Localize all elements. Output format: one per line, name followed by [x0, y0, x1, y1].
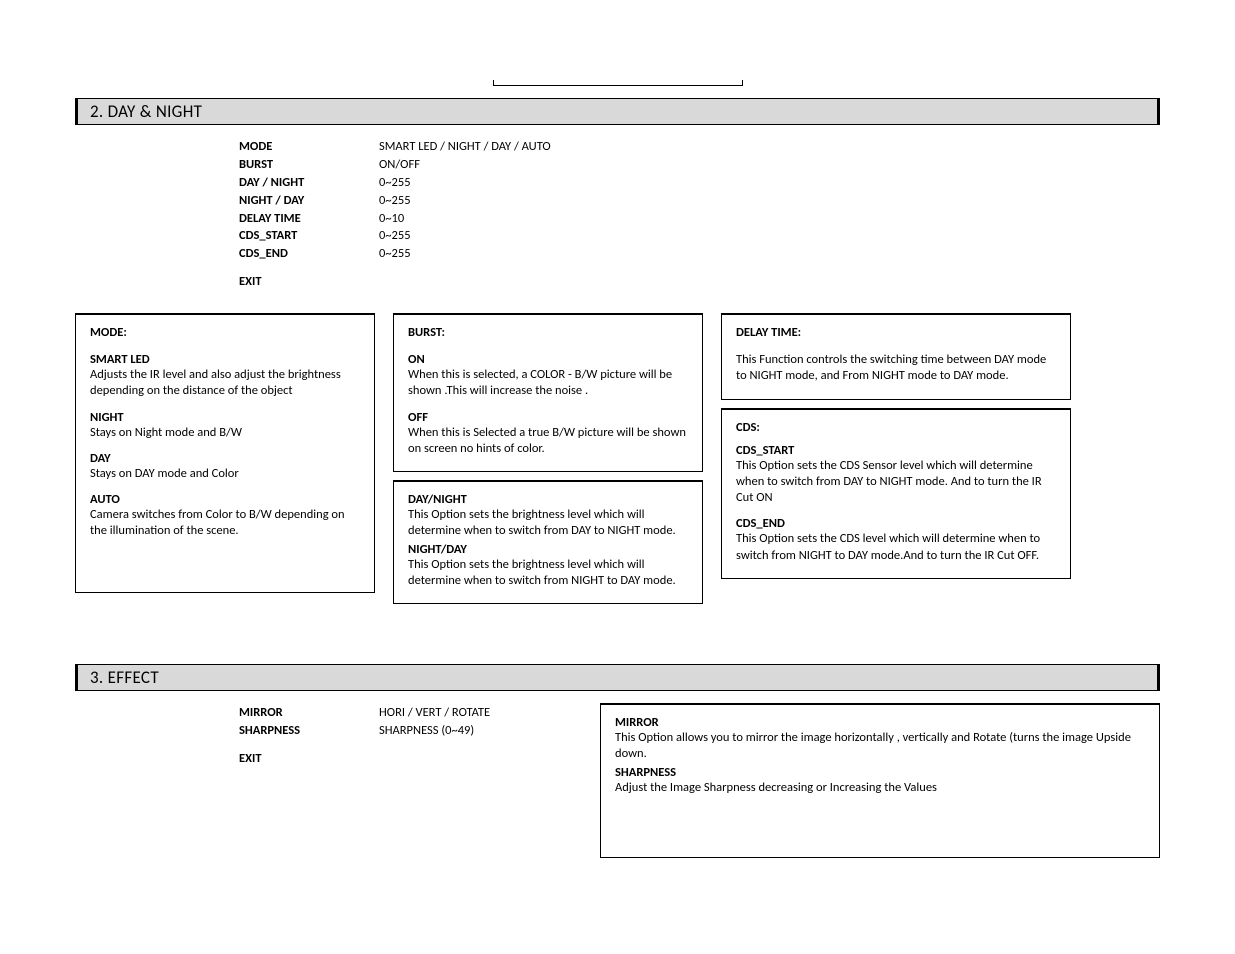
exit-label: EXIT: [239, 274, 379, 291]
delay-time-box: DELAY TIME: This Function controls the s…: [721, 313, 1071, 400]
sub-desc: This Option sets the brightness level wh…: [408, 557, 688, 590]
param-label: CDS_END: [239, 246, 379, 263]
burst-box: BURST: ON When this is selected, a COLOR…: [393, 313, 703, 472]
param-value: 0~255: [379, 246, 551, 263]
sub-desc: Camera switches from Color to B/W depend…: [90, 507, 360, 540]
box-title: DELAY TIME:: [736, 325, 1056, 340]
param-label: MIRROR: [239, 705, 379, 722]
box-title: CDS:: [736, 420, 1056, 435]
sub-heading: CDS_START: [736, 443, 1056, 458]
day-night-params: MODE BURST DAY / NIGHT NIGHT / DAY DELAY…: [239, 139, 1160, 291]
param-value: 0~255: [379, 228, 551, 245]
box-title: BURST:: [408, 325, 688, 340]
box-title: MODE:: [90, 325, 360, 340]
param-label: NIGHT / DAY: [239, 193, 379, 210]
sub-desc: This Option sets the CDS level which wil…: [736, 531, 1056, 564]
sub-desc: When this is Selected a true B/W picture…: [408, 425, 688, 458]
sub-heading: SMART LED: [90, 352, 360, 367]
sub-heading: DAY: [90, 451, 360, 466]
sub-desc: Stays on Night mode and B/W: [90, 425, 360, 441]
param-label: DAY / NIGHT: [239, 175, 379, 192]
sub-desc: When this is selected, a COLOR - B/W pic…: [408, 367, 688, 400]
exit-label: EXIT: [239, 751, 379, 768]
effect-desc-box: MIRROR This Option allows you to mirror …: [600, 703, 1160, 858]
cds-box: CDS: CDS_START This Option sets the CDS …: [721, 408, 1071, 579]
section-heading-day-night: 2. DAY & NIGHT: [75, 98, 1160, 125]
param-label: CDS_START: [239, 228, 379, 245]
param-value: 0~255: [379, 175, 551, 192]
sub-heading: NIGHT/DAY: [408, 542, 688, 557]
sub-heading: MIRROR: [615, 715, 1145, 730]
sub-desc: This Option allows you to mirror the ima…: [615, 730, 1145, 763]
sub-heading: AUTO: [90, 492, 360, 507]
mode-box: MODE: SMART LED Adjusts the IR level and…: [75, 313, 375, 593]
sub-desc: Adjust the Image Sharpness decreasing or…: [615, 780, 1145, 796]
param-label: SHARPNESS: [239, 723, 379, 740]
sub-desc: This Option sets the CDS Sensor level wh…: [736, 458, 1056, 507]
sub-desc: Adjusts the IR level and also adjust the…: [90, 367, 360, 400]
param-value: 0~255: [379, 193, 551, 210]
sub-desc: This Function controls the switching tim…: [736, 352, 1056, 385]
section-heading-effect: 3. EFFECT: [75, 664, 1160, 691]
sub-desc: This Option sets the brightness level wh…: [408, 507, 688, 540]
sub-heading: CDS_END: [736, 516, 1056, 531]
effect-params: MIRROR SHARPNESS EXIT HORI / VERT / ROTA…: [239, 705, 490, 768]
sub-heading: SHARPNESS: [615, 765, 1145, 780]
param-label: DELAY TIME: [239, 211, 379, 228]
param-label: MODE: [239, 139, 379, 156]
sub-heading: OFF: [408, 410, 688, 425]
top-divider: [493, 80, 743, 86]
sub-heading: ON: [408, 352, 688, 367]
param-value: 0~10: [379, 211, 551, 228]
day-night-box: DAY/NIGHT This Option sets the brightnes…: [393, 480, 703, 604]
sub-desc: Stays on DAY mode and Color: [90, 466, 360, 482]
param-label: BURST: [239, 157, 379, 174]
param-value: SHARPNESS (0~49): [379, 723, 490, 740]
param-value: HORI / VERT / ROTATE: [379, 705, 490, 722]
param-value: SMART LED / NIGHT / DAY / AUTO: [379, 139, 551, 156]
sub-heading: DAY/NIGHT: [408, 492, 688, 507]
param-value: ON/OFF: [379, 157, 551, 174]
sub-heading: NIGHT: [90, 410, 360, 425]
